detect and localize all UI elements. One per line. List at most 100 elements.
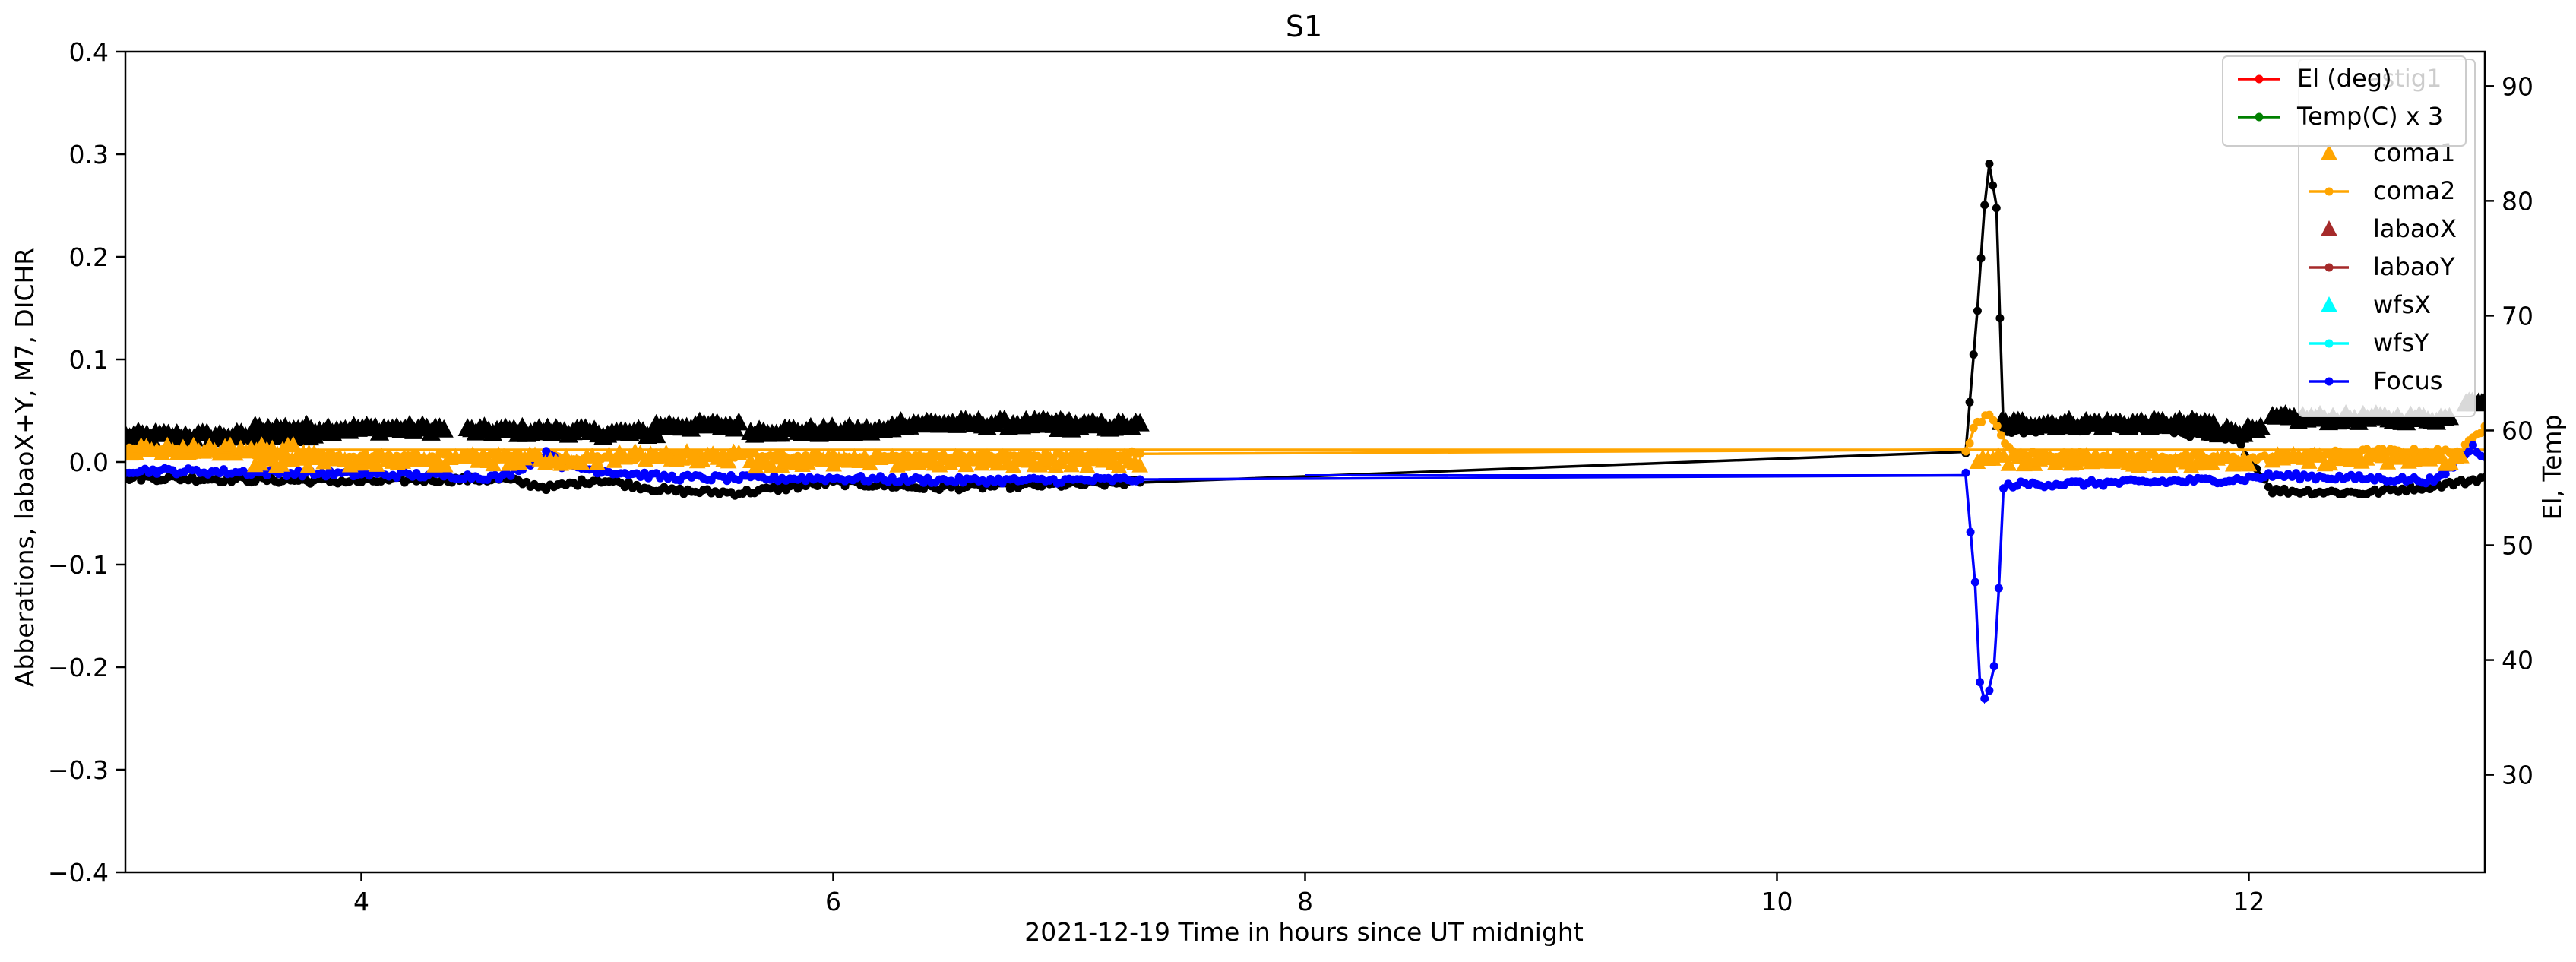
- y-tick-label-left: 0.4: [69, 37, 109, 67]
- y-tick-label-right: 40: [2502, 646, 2533, 676]
- y-tick-label-left: −0.4: [48, 858, 109, 888]
- data-point: [1994, 584, 2003, 593]
- data-point: [1961, 447, 1970, 456]
- legend-marker: [2324, 263, 2334, 272]
- x-axis-label: 2021-12-19 Time in hours since UT midnig…: [1024, 917, 1584, 947]
- data-point: [1961, 468, 1970, 477]
- y-tick-label-left: −0.3: [48, 755, 109, 785]
- triangle-cluster: [1036, 411, 1150, 438]
- legend-marker: [2321, 220, 2337, 236]
- legend-item: wfsX: [2321, 290, 2431, 319]
- x-tick-label: 8: [1297, 887, 1313, 916]
- data-point: [1970, 578, 1979, 587]
- y-tick-label-left: 0.1: [69, 345, 109, 375]
- series-black-triangles-upper: [125, 391, 2485, 448]
- legend-item: Temp(C) x 3: [2238, 102, 2443, 131]
- data-point: [2464, 447, 2473, 456]
- data-point: [1965, 397, 1974, 407]
- data-point: [1135, 449, 1144, 458]
- y-tick-label-right: 50: [2502, 531, 2533, 561]
- triangle-marker: [485, 455, 502, 472]
- legend-marker: [2255, 112, 2264, 122]
- legend-marker: [2324, 339, 2334, 348]
- legend-label: wfsY: [2373, 328, 2429, 357]
- data-point: [1976, 254, 1986, 263]
- y-tick-label-right: 30: [2502, 761, 2533, 790]
- data-point: [1989, 662, 1998, 671]
- data-point: [1992, 204, 2001, 213]
- legend-marker: [2321, 296, 2337, 312]
- data-point: [1973, 306, 1982, 315]
- legend-label: wfsX: [2373, 290, 2431, 319]
- triangle-marker: [299, 457, 317, 473]
- triangle-marker: [720, 452, 737, 469]
- triangle-marker: [2240, 455, 2258, 472]
- data-point: [2441, 470, 2450, 479]
- triangle-marker: [2453, 448, 2470, 464]
- plot-data-layer: [125, 160, 2485, 704]
- series-Focus: [125, 441, 2485, 704]
- legend-label: labaoX: [2373, 214, 2457, 243]
- y-tick-label-left: 0.0: [69, 448, 109, 477]
- data-point: [1996, 431, 2005, 440]
- data-point: [2468, 441, 2477, 450]
- triangle-marker: [1110, 457, 1128, 473]
- legend-marker: [2321, 144, 2337, 160]
- triangle-marker: [2475, 391, 2485, 410]
- data-point: [1992, 422, 2002, 431]
- y-tick-label-left: −0.1: [48, 550, 109, 580]
- data-point: [1969, 423, 1978, 432]
- y-tick-label-left: 0.3: [69, 140, 109, 169]
- triangle-cluster: [882, 409, 1079, 435]
- legend-label: coma2: [2373, 176, 2455, 205]
- y-tick-label-right: 90: [2502, 71, 2533, 101]
- legend: astig1coma1coma2labaoXlabaoYwfsXwfsYFocu…: [2222, 55, 2476, 417]
- data-point: [1966, 527, 1975, 536]
- data-point: [1985, 686, 1994, 695]
- legend-marker: [2324, 377, 2334, 386]
- legend-label: labaoY: [2373, 252, 2455, 281]
- legend-marker: [2255, 74, 2264, 84]
- y-tick-label-right: 60: [2502, 416, 2533, 445]
- legend-item: Focus: [2309, 366, 2442, 395]
- legend-marker: [2324, 187, 2334, 196]
- data-point: [2236, 440, 2245, 449]
- data-point: [506, 471, 515, 480]
- legend-item: labaoY: [2309, 252, 2455, 281]
- triangle-marker: [434, 419, 454, 438]
- y-tick-label-left: −0.2: [48, 653, 109, 682]
- data-point: [2264, 483, 2273, 492]
- triangle-marker: [368, 456, 385, 472]
- data-point: [1989, 181, 1998, 190]
- legend-label: Focus: [2373, 366, 2442, 395]
- y-axis-label-left: Abberations, labaoX+Y, M7, DICHR: [10, 248, 40, 687]
- series-coma1: [125, 435, 2470, 474]
- data-point: [1980, 201, 1989, 210]
- data-point: [1980, 694, 1989, 703]
- data-point: [1976, 678, 1985, 687]
- triangle-marker: [872, 449, 889, 465]
- data-point: [1985, 160, 1994, 169]
- triangle-marker: [730, 444, 748, 460]
- triangle-cluster: [647, 411, 748, 437]
- data-point: [1977, 418, 1986, 427]
- data-point: [1965, 438, 1974, 448]
- axes-layer: 4 6 8 10 12 −0.4 −0.3 −0.2 −0.1 0.0 0.1 0.2 0.3 0.4 30…: [48, 37, 2533, 916]
- y-tick-label-right: 70: [2502, 301, 2533, 331]
- black-line-lower-line: [125, 164, 2485, 495]
- data-point: [1995, 314, 2005, 323]
- triangle-marker: [2000, 455, 2017, 471]
- triangle-marker: [589, 454, 606, 470]
- data-point: [1969, 350, 1978, 359]
- chart-title: S1: [1286, 10, 1322, 43]
- data-point: [2292, 469, 2301, 478]
- legend-label: Temp(C) x 3: [2296, 102, 2443, 131]
- x-tick-label: 12: [2233, 887, 2265, 916]
- y-tick-label-right: 80: [2502, 186, 2533, 216]
- data-point: [1005, 484, 1014, 493]
- data-point: [2480, 452, 2485, 461]
- data-point: [573, 481, 582, 490]
- data-point: [2476, 429, 2485, 438]
- triangle-cluster: [245, 414, 454, 441]
